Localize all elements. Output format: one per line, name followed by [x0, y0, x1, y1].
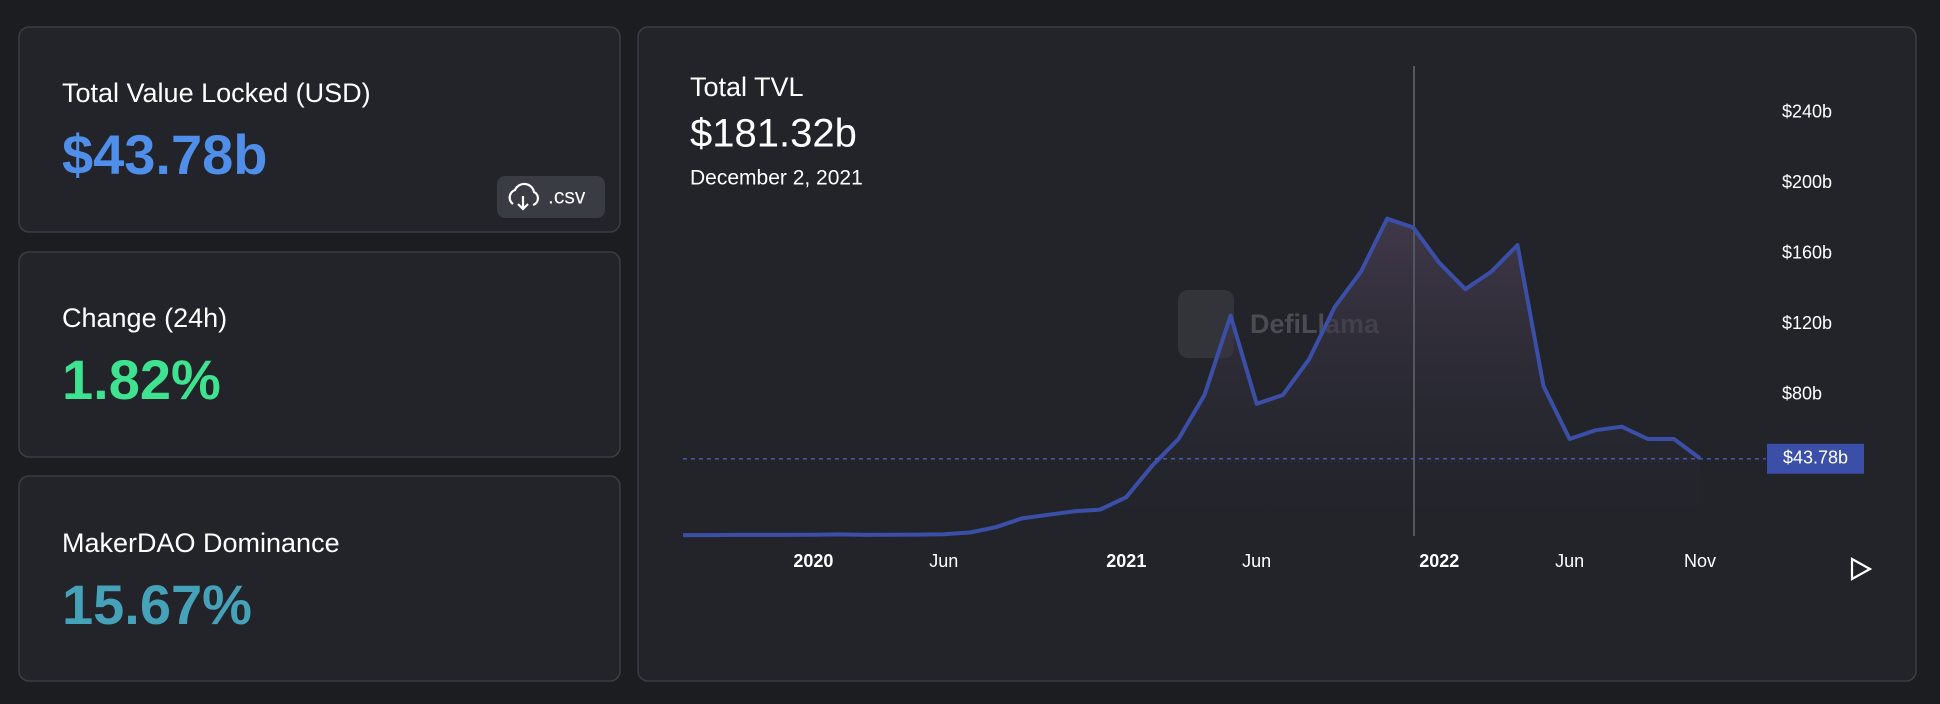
play-icon[interactable]	[1850, 557, 1873, 581]
y-tick-label: $200b	[1782, 172, 1832, 192]
download-icon[interactable]	[508, 182, 540, 211]
y-tick-label: $120b	[1782, 313, 1832, 333]
x-tick-label: Jun	[1242, 551, 1271, 571]
chart-title: Total TVL	[690, 72, 804, 102]
card-label: Change (24h)	[62, 303, 227, 333]
csv-label[interactable]: .csv	[548, 186, 586, 209]
card-label: Total Value Locked (USD)	[62, 78, 371, 108]
reference-label-bg	[1767, 443, 1864, 474]
change-card	[18, 251, 621, 458]
area	[683, 218, 1700, 536]
y-tick-label: $80b	[1782, 384, 1822, 404]
csv-button[interactable]: .csv	[497, 176, 605, 218]
x-tick-label: 2021	[1106, 551, 1146, 571]
card-label: MakerDAO Dominance	[62, 528, 340, 558]
x-tick-label: Jun	[1555, 551, 1584, 571]
card-value: 15.67%	[62, 573, 252, 636]
tooltip-date: December 2, 2021	[690, 167, 863, 190]
x-tick-label: Nov	[1684, 551, 1716, 571]
tvl-line	[683, 216, 1702, 538]
tvl-card	[18, 26, 621, 233]
dominance-card	[18, 475, 621, 682]
x-tick-label: 2020	[793, 551, 833, 571]
x-tick-label: 2022	[1419, 551, 1459, 571]
tooltip-value: $181.32b	[690, 112, 857, 156]
x-tick-label: Jun	[929, 551, 958, 571]
card-value: 1.82%	[62, 348, 221, 411]
card-value: $43.78b	[62, 123, 268, 186]
y-tick-label: $240b	[1782, 102, 1832, 122]
reference-label: $43.78b	[1783, 448, 1848, 468]
watermark-logo	[1178, 290, 1234, 358]
y-tick-label: $160b	[1782, 243, 1832, 263]
